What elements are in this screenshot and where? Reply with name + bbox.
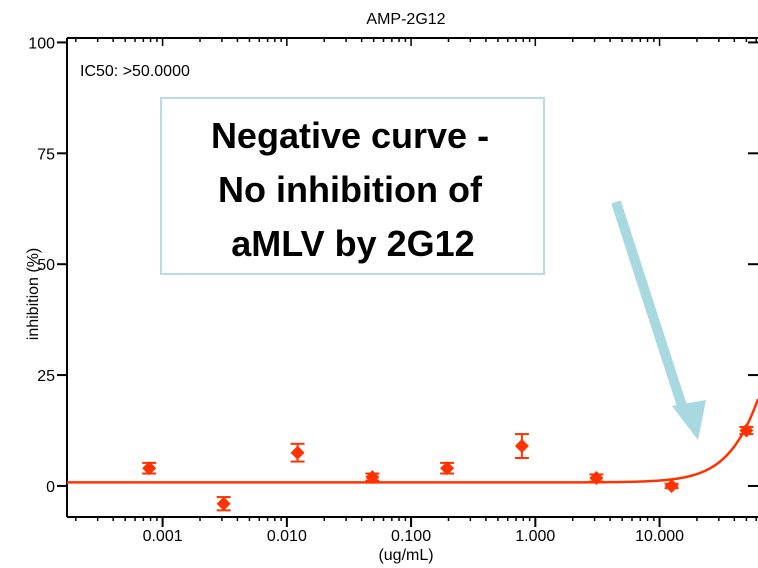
x-tick-label: 0.010 (267, 528, 307, 545)
point-marker (290, 445, 305, 460)
point-marker (589, 470, 604, 485)
point-marker (440, 461, 455, 476)
x-tick-label: 0.100 (391, 528, 431, 545)
callout-box (160, 97, 545, 275)
callout-line-1: Negative curve - (211, 115, 489, 156)
pointer-arrow (611, 200, 706, 440)
callout-line-3: aMLV by 2G12 (221, 223, 474, 264)
point-marker (664, 478, 679, 493)
data-point (365, 470, 380, 485)
data-point (440, 461, 455, 476)
data-points (142, 423, 754, 512)
y-tick-label: 25 (37, 368, 55, 385)
data-point (739, 423, 754, 438)
point-marker (365, 470, 380, 485)
y-tick-label: 100 (28, 35, 55, 52)
point-marker (514, 439, 529, 454)
y-tick-label: 0 (46, 479, 55, 496)
y-axis-label: inhibition (%) (25, 248, 42, 340)
x-tick-label: 0.001 (143, 528, 183, 545)
chart-title: AMP-2G12 (366, 11, 445, 28)
point-marker (142, 461, 157, 476)
data-point (664, 478, 679, 493)
ic50-annotation: IC50: >50.0000 (80, 63, 190, 80)
data-point (142, 461, 157, 476)
data-point (290, 442, 305, 463)
data-point (589, 470, 604, 485)
x-axis-label: (ug/mL) (378, 547, 433, 564)
data-point (216, 496, 231, 512)
y-tick-label: 50 (37, 257, 55, 274)
fit-curve (67, 398, 758, 484)
fit-curve-layer (67, 398, 758, 484)
point-marker (216, 496, 231, 511)
callout-line-2: No inhibition of (218, 169, 483, 210)
x-tick-label: 10.000 (635, 528, 684, 545)
y-tick-label: 75 (37, 146, 55, 163)
point-marker (739, 423, 754, 438)
axes: 0.001 0.010 0.100 1.000 10.000 0 25 50 75 100 (28, 35, 758, 545)
x-tick-label: 1.000 (515, 528, 555, 545)
data-point (514, 433, 529, 460)
